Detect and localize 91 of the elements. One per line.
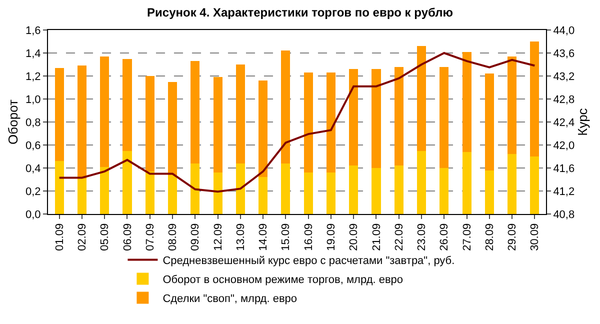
chart-title: Рисунок 4. Характеристики торгов по евро к рублю bbox=[147, 6, 453, 20]
y2-tick-label: 41,2 bbox=[553, 186, 575, 198]
y2-tick-label: 42,8 bbox=[553, 94, 575, 106]
bar bbox=[372, 168, 381, 214]
x-tick-label: 14.09 bbox=[258, 223, 270, 251]
x-tick-label: 19.09 bbox=[326, 223, 338, 251]
x-tick-label: 01.09 bbox=[54, 223, 66, 251]
bar bbox=[213, 77, 222, 173]
bar bbox=[304, 172, 313, 214]
y-tick-label: 0,6 bbox=[26, 140, 41, 152]
x-tick-label: 22.09 bbox=[393, 223, 406, 251]
y2-tick-label: 41,6 bbox=[553, 162, 575, 175]
legend-label: Оборот в основном режиме торгов, млрд. евро bbox=[162, 274, 404, 286]
bar bbox=[530, 42, 540, 156]
legend-label: Сделки "своп", млрд. евро bbox=[162, 293, 298, 306]
bar bbox=[326, 172, 336, 214]
bar bbox=[213, 172, 222, 214]
x-tick-label: 08.09 bbox=[167, 223, 180, 251]
bar bbox=[508, 154, 517, 214]
bar bbox=[100, 166, 110, 214]
bar bbox=[462, 152, 472, 214]
bar bbox=[258, 177, 268, 214]
y2-tick-label: 40,8 bbox=[553, 208, 575, 221]
x-tick-label: 13.09 bbox=[234, 223, 247, 251]
y-tick-label: 1,0 bbox=[26, 94, 41, 106]
x-tick-label: 21.09 bbox=[370, 223, 383, 251]
x-tick-label: 30.09 bbox=[529, 223, 542, 251]
y-tick-label: 1,4 bbox=[26, 48, 41, 60]
bar bbox=[349, 166, 358, 214]
bar bbox=[281, 50, 290, 164]
x-tick-label: 28.09 bbox=[484, 223, 496, 251]
bar bbox=[168, 174, 178, 214]
bar bbox=[281, 163, 290, 214]
bar bbox=[54, 68, 64, 162]
bar bbox=[190, 61, 200, 164]
x-tick-label: 06.09 bbox=[122, 223, 134, 251]
bar bbox=[530, 156, 540, 214]
x-tick-label: 23.09 bbox=[416, 223, 428, 251]
y-tick-label: 0,4 bbox=[26, 162, 41, 175]
x-tick-label: 02.09 bbox=[76, 223, 89, 251]
bar bbox=[100, 56, 110, 167]
bar bbox=[190, 163, 200, 214]
legend-label: Средневзвешенный курс евро с расчетами "завтра", руб. bbox=[162, 255, 455, 268]
y2-tick-label: 44,0 bbox=[553, 24, 575, 37]
y-axis-title: Оборот bbox=[5, 100, 20, 144]
x-tick-label: 12.09 bbox=[212, 223, 224, 251]
bar bbox=[258, 80, 268, 178]
bar bbox=[440, 66, 449, 168]
x-tick-label: 05.09 bbox=[99, 223, 112, 251]
bar bbox=[304, 72, 313, 173]
x-tick-label: 16.09 bbox=[302, 223, 315, 251]
bar bbox=[168, 82, 178, 175]
bar bbox=[394, 66, 404, 166]
bar bbox=[122, 150, 132, 214]
bar bbox=[372, 69, 381, 168]
y-tick-label: 0,0 bbox=[26, 208, 41, 221]
bar bbox=[77, 66, 86, 178]
y2-axis-title: Курс bbox=[575, 108, 590, 136]
bar bbox=[236, 64, 245, 164]
y2-tick-label: 42,4 bbox=[553, 116, 575, 129]
x-tick-label: 20.09 bbox=[348, 223, 360, 251]
bar bbox=[122, 58, 132, 151]
x-tick-label: 09.09 bbox=[190, 223, 202, 251]
x-tick-label: 26.09 bbox=[438, 223, 451, 251]
bar bbox=[416, 46, 426, 151]
bar bbox=[440, 168, 449, 214]
bar bbox=[462, 52, 472, 152]
x-tick-label: 07.09 bbox=[144, 223, 156, 251]
y-tick-label: 0,2 bbox=[26, 186, 41, 198]
y-tick-label: 1,6 bbox=[26, 24, 41, 37]
bar bbox=[508, 56, 517, 154]
y-tick-label: 0,8 bbox=[26, 116, 41, 129]
y-tick-label: 1,2 bbox=[26, 70, 41, 83]
y2-tick-label: 42,0 bbox=[553, 140, 575, 152]
bar bbox=[77, 178, 86, 214]
bar bbox=[484, 74, 494, 170]
bar bbox=[54, 161, 64, 214]
bar bbox=[145, 171, 154, 214]
x-tick-label: 29.09 bbox=[506, 223, 519, 251]
bar bbox=[394, 166, 404, 214]
y2-tick-label: 43,2 bbox=[553, 70, 575, 83]
x-tick-label: 27.09 bbox=[461, 223, 474, 251]
x-tick-label: 15.09 bbox=[280, 223, 292, 251]
y2-tick-label: 43,6 bbox=[553, 48, 575, 60]
bar bbox=[236, 163, 245, 214]
bar bbox=[145, 76, 154, 172]
bar bbox=[416, 150, 426, 214]
bar bbox=[349, 69, 358, 166]
bar bbox=[484, 170, 494, 214]
line-series bbox=[58, 52, 536, 193]
bar bbox=[326, 72, 336, 173]
